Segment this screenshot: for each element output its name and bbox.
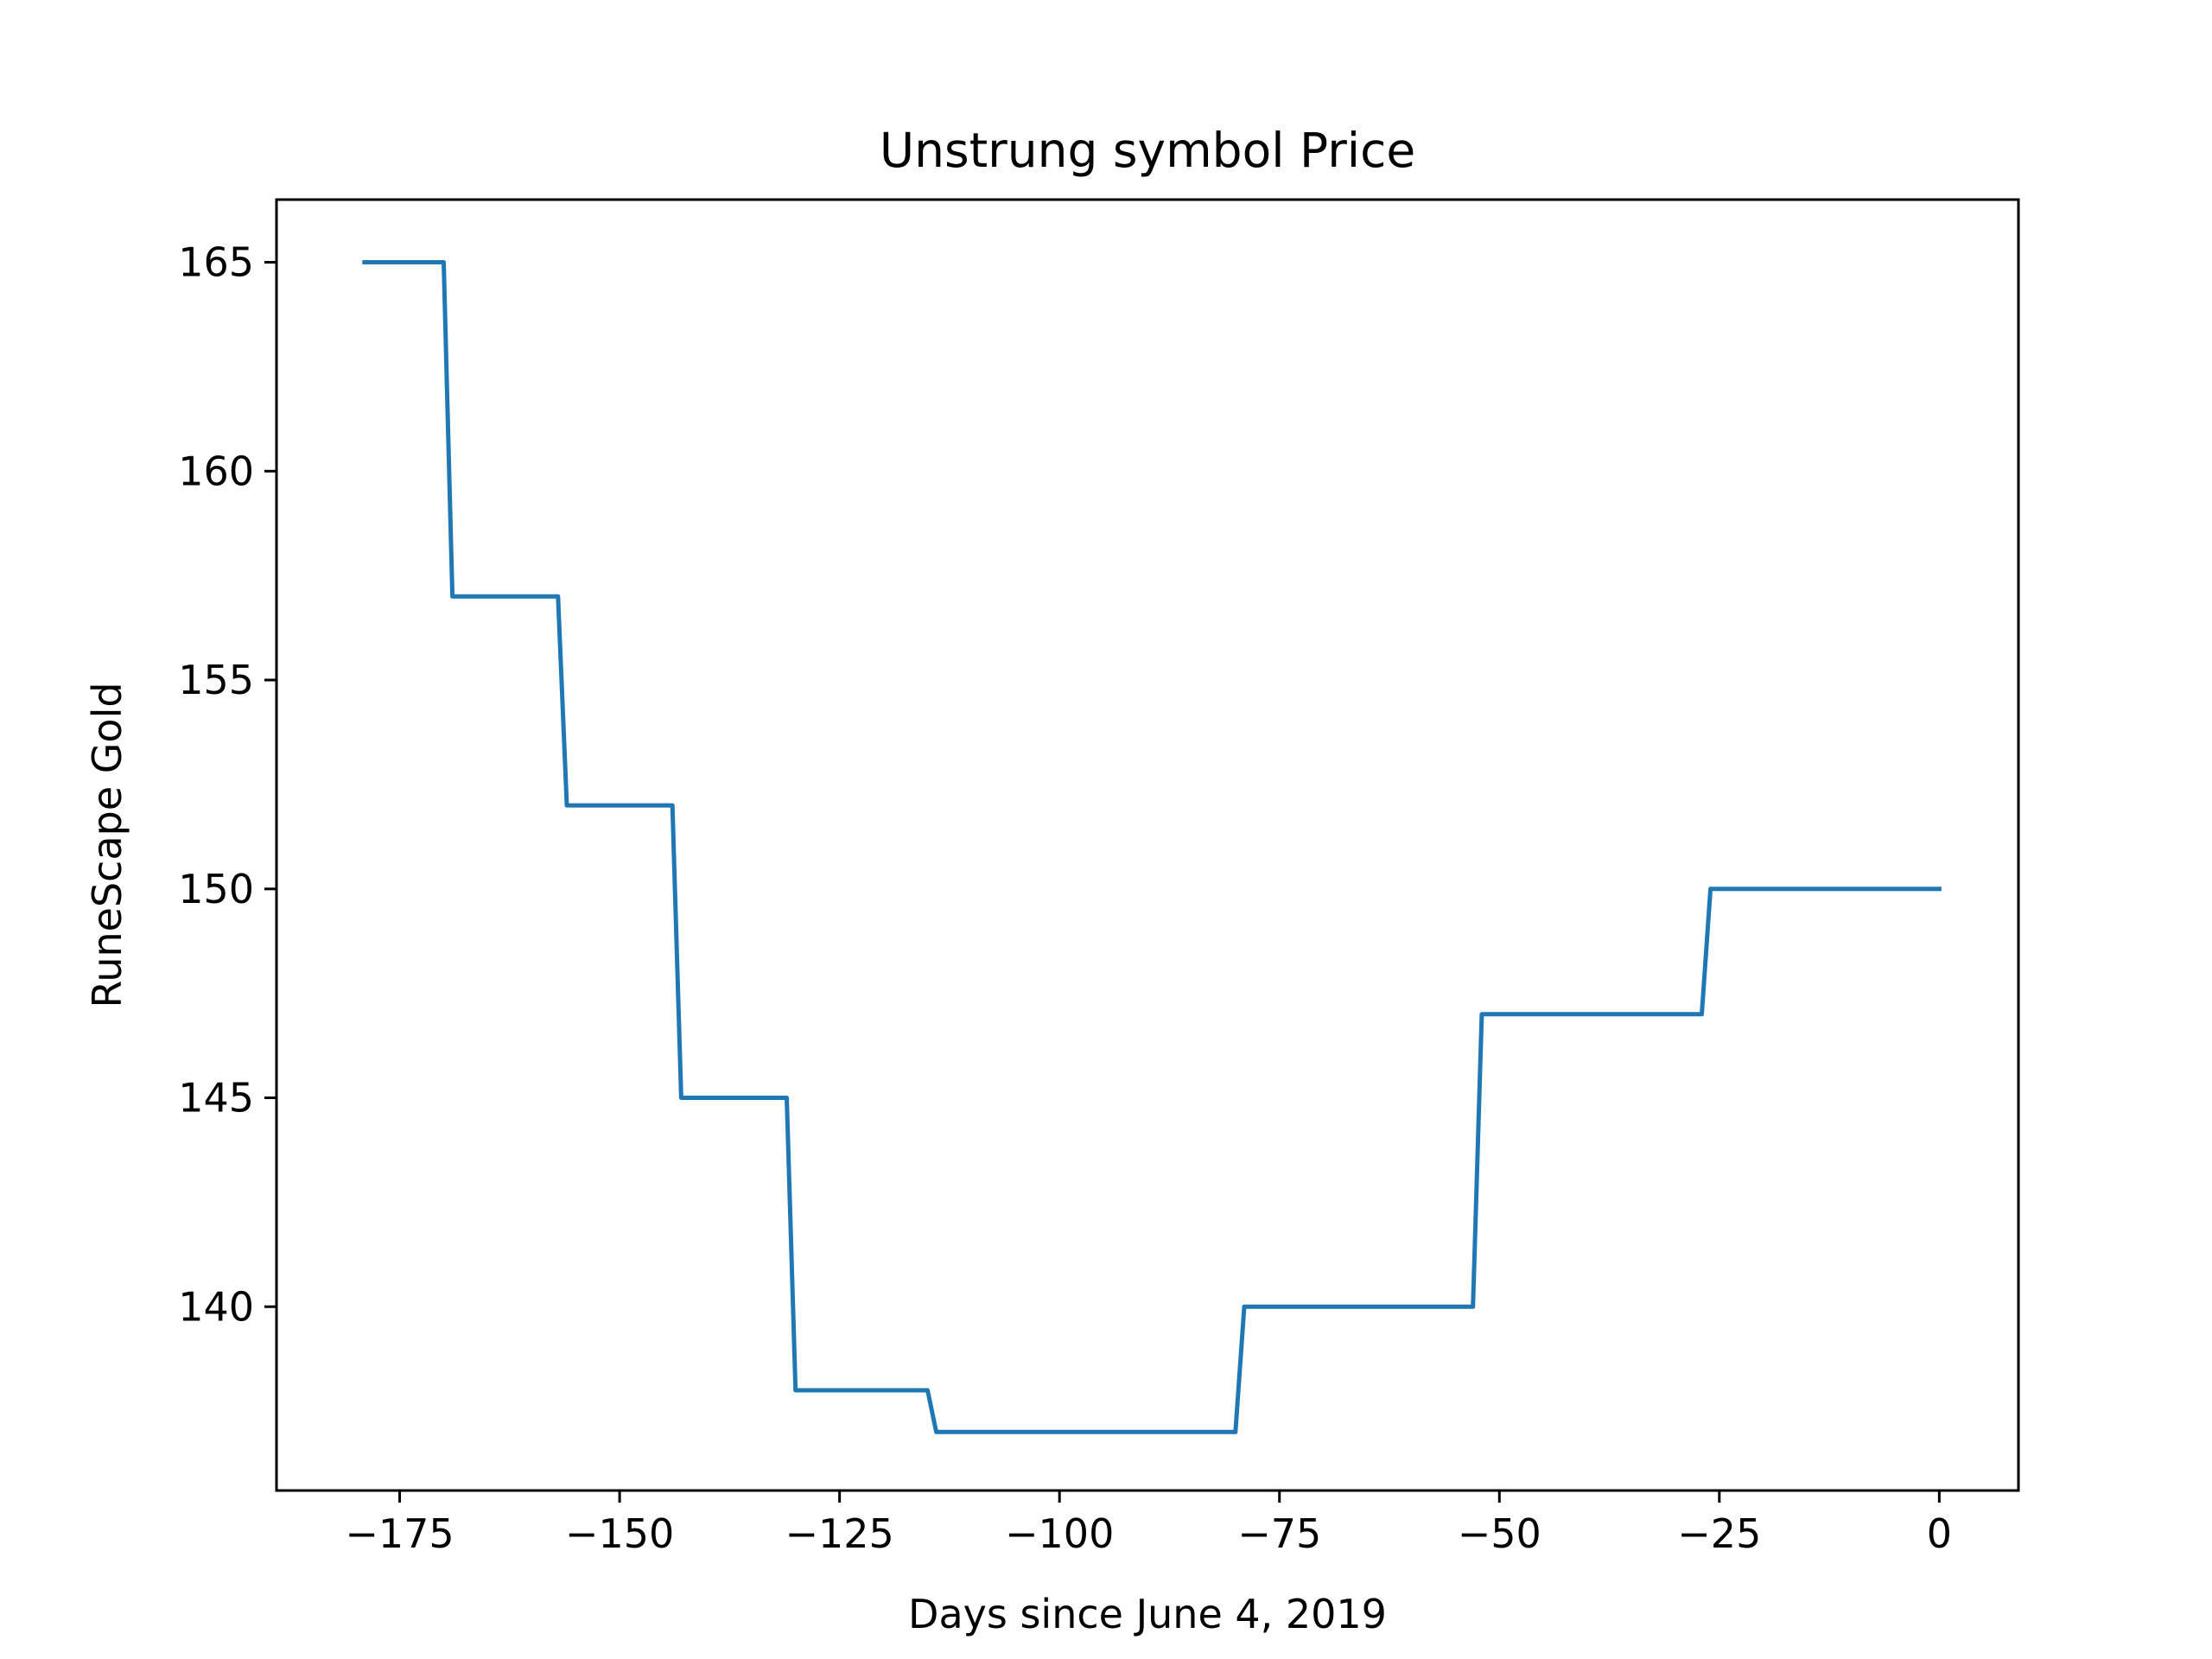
y-tick-label: 155 bbox=[178, 657, 254, 703]
x-tick-label: −175 bbox=[345, 1510, 454, 1557]
x-axis-label: Days since June 4, 2019 bbox=[908, 1591, 1387, 1637]
y-tick-label: 140 bbox=[178, 1283, 254, 1330]
x-tick-label: −125 bbox=[785, 1510, 893, 1557]
plot-area bbox=[275, 198, 2020, 1492]
y-tick-label: 165 bbox=[178, 239, 254, 286]
plot-background bbox=[276, 200, 2018, 1491]
y-axis: 140 145 150 155 160 165 bbox=[178, 239, 276, 1330]
x-tick-label: −100 bbox=[1005, 1510, 1114, 1557]
y-tick-label: 145 bbox=[178, 1075, 254, 1122]
y-tick-label: 160 bbox=[178, 448, 254, 494]
chart-title: Unstrung symbol Price bbox=[880, 123, 1415, 178]
series-layer bbox=[362, 260, 1942, 1434]
x-tick-label: −25 bbox=[1677, 1510, 1761, 1557]
x-tick-label: −150 bbox=[565, 1510, 674, 1557]
x-tick-label: −50 bbox=[1458, 1510, 1541, 1557]
series-line bbox=[362, 260, 1942, 1434]
y-tick-label: 150 bbox=[178, 866, 254, 912]
x-tick-label: −75 bbox=[1237, 1510, 1321, 1557]
x-tick-label: 0 bbox=[1927, 1510, 1952, 1557]
y-axis-label: RuneScape Gold bbox=[84, 682, 130, 1007]
plot-frame bbox=[275, 198, 2020, 1492]
x-axis: −175 −150 −125 −100 −75 −50 −25 0 bbox=[345, 1491, 1952, 1557]
